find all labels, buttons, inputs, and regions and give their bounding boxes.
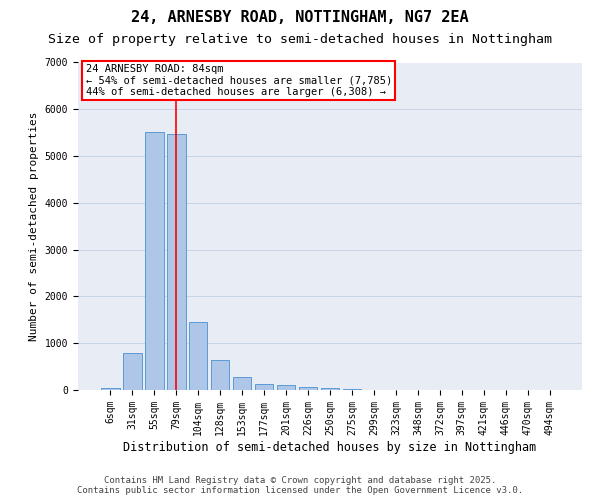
Text: Size of property relative to semi-detached houses in Nottingham: Size of property relative to semi-detach… xyxy=(48,32,552,46)
Bar xyxy=(123,352,142,390)
Bar xyxy=(101,388,119,390)
Bar xyxy=(145,132,164,390)
Bar xyxy=(167,134,185,390)
Text: 24 ARNESBY ROAD: 84sqm
← 54% of semi-detached houses are smaller (7,785)
44% of : 24 ARNESBY ROAD: 84sqm ← 54% of semi-det… xyxy=(86,64,392,98)
Bar xyxy=(255,384,274,390)
Y-axis label: Number of semi-detached properties: Number of semi-detached properties xyxy=(29,112,39,341)
Text: 24, ARNESBY ROAD, NOTTINGHAM, NG7 2EA: 24, ARNESBY ROAD, NOTTINGHAM, NG7 2EA xyxy=(131,10,469,25)
Bar xyxy=(320,388,340,390)
Bar xyxy=(277,386,295,390)
Text: Contains HM Land Registry data © Crown copyright and database right 2025.
Contai: Contains HM Land Registry data © Crown c… xyxy=(77,476,523,495)
Bar xyxy=(189,322,208,390)
Bar xyxy=(299,387,317,390)
Bar xyxy=(233,378,251,390)
Bar xyxy=(211,360,229,390)
X-axis label: Distribution of semi-detached houses by size in Nottingham: Distribution of semi-detached houses by … xyxy=(124,440,536,454)
